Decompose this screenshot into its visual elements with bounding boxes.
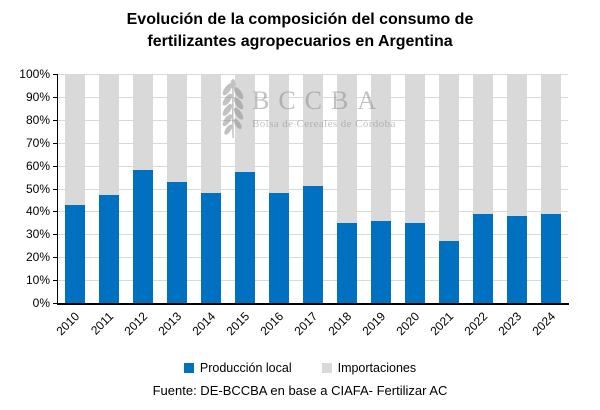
- bar-produccion-local: [167, 181, 187, 303]
- y-axis-tick: [53, 211, 57, 212]
- bar-produccion-local: [439, 241, 459, 303]
- watermark-name: Bolsa de Cereales de Córdoba: [252, 118, 396, 130]
- y-axis-tick-label: 80%: [25, 113, 50, 127]
- bar-importaciones: [269, 74, 289, 194]
- bar-series: [58, 74, 568, 303]
- bar-slot-2015: [228, 74, 262, 303]
- bar-importaciones: [303, 74, 323, 187]
- bar-importaciones: [167, 74, 187, 182]
- bar-produccion-local: [269, 193, 289, 303]
- bar-produccion-local: [201, 193, 221, 303]
- bar-produccion-local: [65, 204, 85, 303]
- y-axis-tick: [53, 97, 57, 98]
- bar-produccion-local: [541, 213, 561, 303]
- bar-produccion-local: [405, 222, 425, 303]
- legend-swatch-produccion-local: [183, 363, 194, 373]
- bar-slot-2014: [194, 74, 228, 303]
- bar-importaciones: [133, 74, 153, 171]
- y-axis-tick-label: 10%: [25, 273, 50, 287]
- bar-slot-2023: [500, 74, 534, 303]
- y-axis-tick: [53, 280, 57, 281]
- legend-swatch-importaciones: [321, 363, 332, 373]
- bar-slot-2010: [58, 74, 92, 303]
- legend-item-produccion-local: Producción local: [183, 361, 292, 375]
- y-axis-tick: [53, 234, 57, 235]
- bar-importaciones: [541, 74, 561, 214]
- wheat-ear-icon: [222, 78, 244, 138]
- bar-produccion-local: [235, 172, 255, 303]
- chart-title-line2: fertilizantes agropecuarios en Argentina: [147, 33, 453, 50]
- y-axis-tick: [53, 189, 57, 190]
- y-axis-tick-label: 100%: [19, 67, 50, 81]
- bar-slot-2012: [126, 74, 160, 303]
- bar-slot-2021: [432, 74, 466, 303]
- bar-importaciones: [439, 74, 459, 242]
- watermark-text: BCCBA Bolsa de Cereales de Córdoba: [252, 86, 396, 131]
- bar-slot-2011: [92, 74, 126, 303]
- bar-slot-2020: [398, 74, 432, 303]
- legend-label-importaciones: Importaciones: [337, 361, 417, 375]
- chart-legend: Producción local Importaciones: [0, 361, 600, 375]
- y-axis-tick: [53, 257, 57, 258]
- bar-importaciones: [201, 74, 221, 194]
- y-axis-tick-label: 0%: [32, 296, 50, 310]
- bar-produccion-local: [133, 170, 153, 303]
- y-axis-line: [57, 74, 58, 304]
- x-axis-line: [57, 303, 569, 305]
- y-axis-tick-label: 90%: [25, 90, 50, 104]
- bccba-watermark: BCCBA Bolsa de Cereales de Córdoba: [219, 78, 396, 140]
- bar-importaciones: [507, 74, 527, 216]
- bar-importaciones: [473, 74, 493, 214]
- y-axis-tick: [53, 74, 57, 75]
- bar-slot-2022: [466, 74, 500, 303]
- bar-importaciones: [337, 74, 357, 223]
- bar-slot-2024: [534, 74, 568, 303]
- y-axis-tick-label: 50%: [25, 182, 50, 196]
- bar-slot-2019: [364, 74, 398, 303]
- y-axis-tick: [53, 303, 57, 304]
- y-axis-tick-label: 20%: [25, 250, 50, 264]
- bar-importaciones: [65, 74, 85, 205]
- plot-area: [58, 74, 568, 303]
- bar-slot-2013: [160, 74, 194, 303]
- y-axis-tick: [53, 120, 57, 121]
- legend-label-produccion-local: Producción local: [199, 361, 292, 375]
- bar-importaciones: [405, 74, 425, 223]
- bar-produccion-local: [303, 186, 323, 303]
- legend-item-importaciones: Importaciones: [321, 361, 417, 375]
- y-axis-tick-label: 40%: [25, 204, 50, 218]
- bar-produccion-local: [337, 222, 357, 303]
- bar-slot-2016: [262, 74, 296, 303]
- chart-title: Evolución de la composición del consumo …: [0, 9, 600, 53]
- source-note: Fuente: DE-BCCBA en base a CIAFA- Fertil…: [152, 383, 448, 398]
- bar-importaciones: [99, 74, 119, 196]
- bar-produccion-local: [371, 220, 391, 303]
- bar-produccion-local: [473, 213, 493, 303]
- y-axis-tick: [53, 143, 57, 144]
- y-axis-tick-label: 70%: [25, 136, 50, 150]
- y-axis-tick-label: 60%: [25, 159, 50, 173]
- bar-produccion-local: [507, 215, 527, 303]
- y-axis-tick: [53, 166, 57, 167]
- y-axis-tick-label: 30%: [25, 227, 50, 241]
- watermark-acronym: BCCBA: [252, 86, 386, 115]
- chart-title-line1: Evolución de la composición del consumo …: [126, 11, 474, 28]
- bar-importaciones: [235, 74, 255, 173]
- bar-produccion-local: [99, 195, 119, 303]
- bar-importaciones: [371, 74, 391, 221]
- bar-slot-2017: [296, 74, 330, 303]
- bar-slot-2018: [330, 74, 364, 303]
